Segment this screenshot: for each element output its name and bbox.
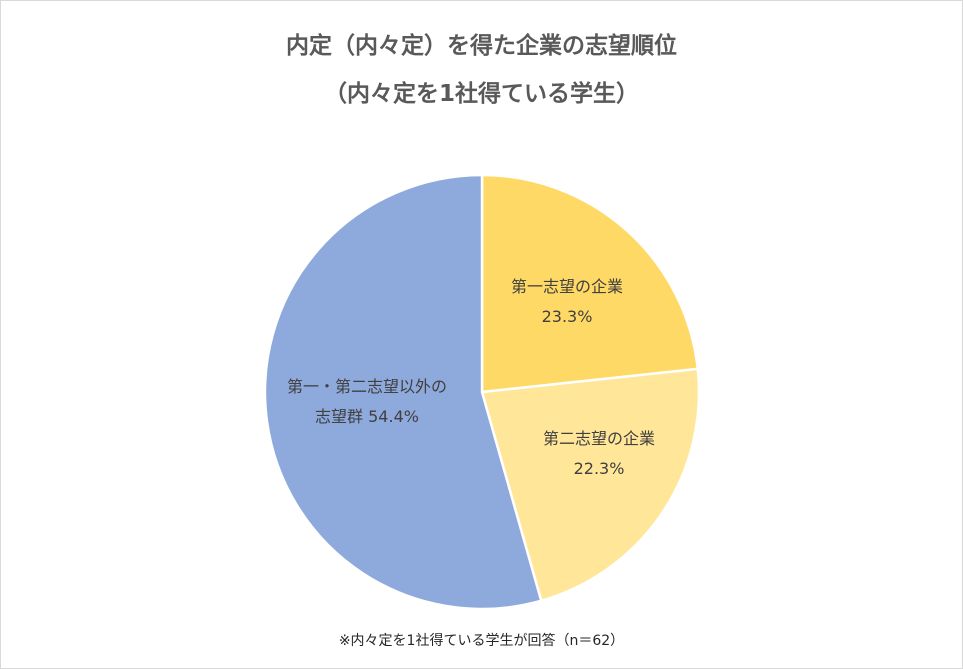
slice-label-line: 第一志望の企業 [511,277,623,296]
chart-title-line1: 内定（内々定）を得た企業の志望順位 [286,33,677,59]
slice-label: 第二志望の企業 22.3% [543,429,655,478]
pie-slice [480,173,700,394]
chart-title-line2: （内々定を1社得ている学生） [323,81,639,107]
slice-label-line: 23.3% [542,307,593,326]
slice-label-line: 22.3% [574,459,625,478]
slice-label-line: 志望群 54.4% [315,407,419,426]
slice-label-line: 第二志望の企業 [543,429,655,448]
slice-label: 第一志望の企業 23.3% [511,277,623,326]
slice-label-line: 第一・第二志望以外の [287,377,447,396]
slice-label: 第一・第二志望以外の志望群 54.4% [287,377,447,426]
pie-slice [263,173,543,611]
footnote: ※内々定を1社得ている学生が回答（n＝62） [338,633,625,649]
pie-slice [480,367,701,603]
